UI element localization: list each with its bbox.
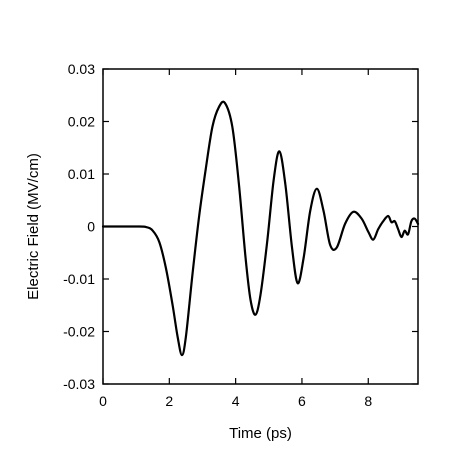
y-tick-label: 0.02 bbox=[68, 114, 95, 130]
tick-labels: 0 2 4 6 8 -0.03 -0.02 -0.01 0 0.01 0.02 0.03 bbox=[63, 61, 372, 409]
y-tick-label: -0.01 bbox=[63, 271, 95, 287]
electric-field-line bbox=[101, 100, 420, 357]
x-tick-label: 4 bbox=[232, 393, 240, 409]
y-tick-label: 0 bbox=[87, 219, 95, 235]
plot-frame bbox=[102, 68, 419, 385]
x-tick-label: 0 bbox=[99, 393, 107, 409]
x-tick-label: 2 bbox=[165, 393, 173, 409]
y-tick-label: 0.01 bbox=[68, 166, 95, 182]
y-tick-label: -0.03 bbox=[63, 376, 95, 392]
y-tick-label: 0.03 bbox=[68, 61, 95, 77]
x-tick-label: 6 bbox=[298, 393, 306, 409]
y-axis-label: Electric Field (MV/cm) bbox=[25, 153, 42, 300]
x-axis-label: Time (ps) bbox=[229, 425, 292, 442]
y-tick-label: -0.02 bbox=[63, 324, 95, 340]
axis-ticks bbox=[102, 68, 418, 385]
x-tick-label: 8 bbox=[364, 393, 372, 409]
